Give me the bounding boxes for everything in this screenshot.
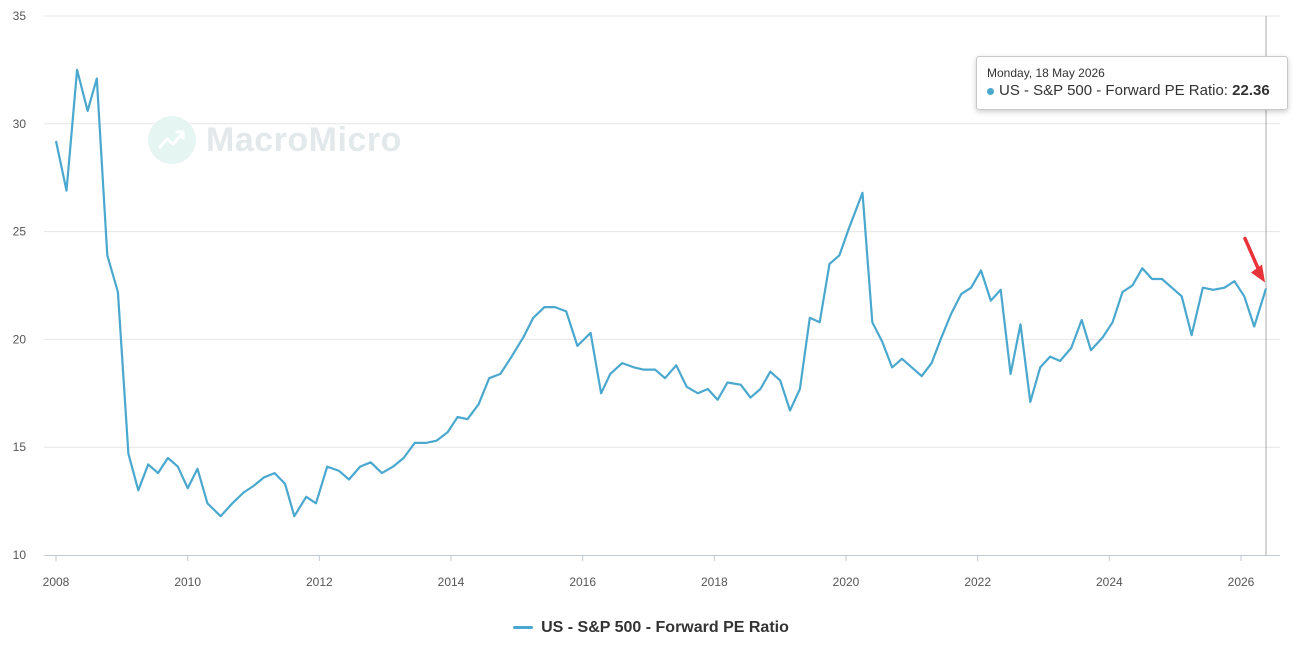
legend-item[interactable]: US - S&P 500 - Forward PE Ratio bbox=[513, 619, 789, 637]
legend-label: US - S&P 500 - Forward PE Ratio bbox=[541, 618, 789, 636]
x-tick-label: 2008 bbox=[43, 575, 70, 589]
watermark-text: MacroMicro bbox=[206, 120, 402, 159]
tooltip-date: Monday, 18 May 2026 bbox=[987, 66, 1105, 80]
watermark: MacroMicro bbox=[148, 116, 402, 164]
y-tick-label: 35 bbox=[13, 9, 27, 23]
y-tick-label: 20 bbox=[13, 332, 27, 346]
tooltip-series-label: US - S&P 500 - Forward PE Ratio: bbox=[999, 82, 1233, 99]
x-tick-label: 2020 bbox=[833, 575, 860, 589]
arrow-shaft bbox=[1243, 236, 1261, 273]
legend: US - S&P 500 - Forward PE Ratio bbox=[0, 616, 1302, 637]
rising-chart-icon bbox=[148, 116, 196, 164]
y-tick-label: 30 bbox=[13, 117, 27, 131]
y-tick-label: 10 bbox=[13, 548, 27, 562]
x-tick-label: 2018 bbox=[701, 575, 728, 589]
red-arrow-annotation bbox=[1243, 236, 1266, 283]
x-tick-label: 2010 bbox=[174, 575, 201, 589]
x-tick-label: 2026 bbox=[1228, 575, 1255, 589]
tooltip-row: US - S&P 500 - Forward PE Ratio: 22.36 bbox=[987, 82, 1277, 99]
tooltip-value: 22.36 bbox=[1232, 82, 1270, 99]
tooltip: Monday, 18 May 2026 US - S&P 500 - Forwa… bbox=[976, 56, 1288, 110]
legend-swatch bbox=[513, 626, 534, 629]
y-tick-label: 25 bbox=[13, 225, 27, 239]
series-line[interactable] bbox=[54, 68, 1268, 518]
x-tick-label: 2022 bbox=[964, 575, 991, 589]
x-tick-label: 2014 bbox=[438, 575, 465, 589]
y-tick-label: 15 bbox=[13, 440, 27, 454]
arrow-head bbox=[1251, 264, 1266, 283]
y-axis-ticks: 10 15 20 25 30 35 bbox=[13, 9, 27, 562]
x-tick-label: 2024 bbox=[1096, 575, 1123, 589]
x-axis-ticks: 2008 2010 2012 2014 2016 2018 2020 2022 2024 2026 bbox=[43, 555, 1255, 589]
x-tick-label: 2012 bbox=[306, 575, 333, 589]
tooltip-series-dot bbox=[987, 87, 994, 95]
x-tick-label: 2016 bbox=[569, 575, 596, 589]
